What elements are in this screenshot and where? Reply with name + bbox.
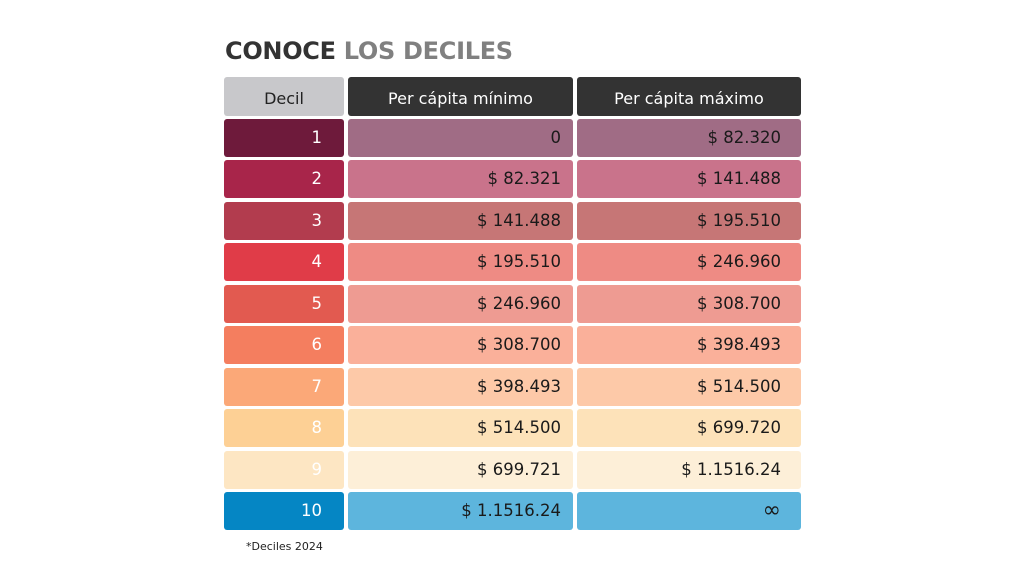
decil-cell: 4: [224, 243, 344, 281]
max-cell: $ 699.720: [577, 409, 801, 447]
max-cell: $ 398.493: [577, 326, 801, 364]
title-light: LOS DECILES: [343, 37, 513, 65]
decil-cell: 6: [224, 326, 344, 364]
header-min: Per cápita mínimo: [348, 77, 573, 116]
footnote: *Deciles 2024: [246, 540, 323, 553]
table-header-row: Decil Per cápita mínimo Per cápita máxim…: [224, 77, 801, 116]
decil-cell: 10: [224, 492, 344, 530]
max-cell: $ 1.1516.24: [577, 450, 801, 489]
decil-cell: 2: [224, 160, 344, 198]
min-cell: $ 514.500: [348, 409, 573, 447]
table-row: 5 $ 246.960 $ 308.700: [224, 284, 801, 323]
table-row: 8 $ 514.500 $ 699.720: [224, 409, 801, 447]
min-cell: $ 1.1516.24: [348, 492, 573, 530]
max-cell: $ 141.488: [577, 160, 801, 198]
table-row: 1 0 $ 82.320: [224, 118, 801, 157]
page-title: CONOCE LOS DECILES: [225, 36, 513, 66]
min-cell: $ 246.960: [348, 284, 573, 323]
table-row: 7 $ 398.493 $ 514.500: [224, 367, 801, 406]
decil-cell: 3: [224, 201, 344, 240]
min-cell: $ 82.321: [348, 160, 573, 198]
min-cell: $ 699.721: [348, 450, 573, 489]
max-cell: $ 308.700: [577, 284, 801, 323]
min-cell: $ 308.700: [348, 326, 573, 364]
decil-cell: 5: [224, 284, 344, 323]
table-row: 3 $ 141.488 $ 195.510: [224, 201, 801, 240]
max-cell: $ 195.510: [577, 201, 801, 240]
min-cell: $ 398.493: [348, 367, 573, 406]
decil-cell: 9: [224, 450, 344, 489]
table-row: 9 $ 699.721 $ 1.1516.24: [224, 450, 801, 489]
infinity-icon: ∞: [577, 492, 801, 530]
header-decil: Decil: [224, 77, 344, 116]
title-strong: CONOCE: [225, 37, 336, 65]
max-cell: $ 82.320: [577, 118, 801, 157]
min-cell: $ 195.510: [348, 243, 573, 281]
max-cell: $ 514.500: [577, 367, 801, 406]
decil-cell: 7: [224, 367, 344, 406]
decil-cell: 8: [224, 409, 344, 447]
header-max: Per cápita máximo: [577, 77, 801, 116]
table-row: 10 $ 1.1516.24 ∞: [224, 492, 801, 530]
min-cell: $ 141.488: [348, 201, 573, 240]
decil-cell: 1: [224, 118, 344, 157]
table-row: 2 $ 82.321 $ 141.488: [224, 160, 801, 198]
table-row: 4 $ 195.510 $ 246.960: [224, 243, 801, 281]
max-cell: $ 246.960: [577, 243, 801, 281]
min-cell: 0: [348, 118, 573, 157]
table-row: 6 $ 308.700 $ 398.493: [224, 326, 801, 364]
